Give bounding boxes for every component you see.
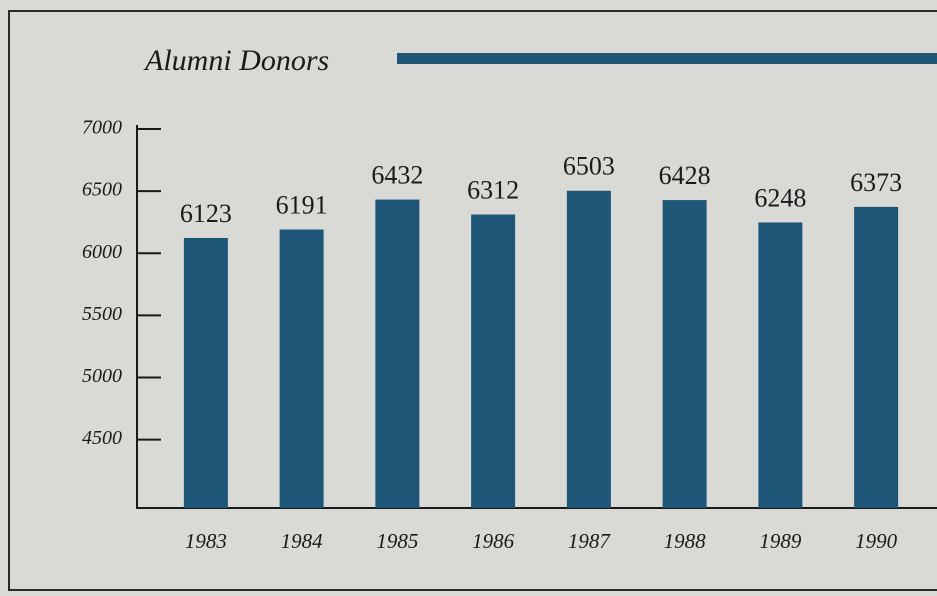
title-rule: [397, 53, 937, 64]
x-tick-label: 1989: [759, 529, 802, 553]
bar: [662, 200, 707, 508]
bar: [566, 190, 611, 508]
value-label: 6428: [659, 161, 711, 190]
bar: [183, 237, 228, 508]
x-tick-label: 1990: [855, 529, 898, 553]
value-label: 6191: [276, 190, 328, 219]
frame: [8, 10, 937, 591]
y-tick-label: 5500: [82, 303, 122, 325]
value-label: 6312: [467, 175, 519, 204]
x-tick-label: 1985: [376, 529, 418, 553]
x-tick-label: 1983: [185, 529, 227, 553]
y-tick-label: 6500: [82, 179, 122, 201]
value-label: 6373: [850, 168, 902, 197]
bar: [375, 199, 420, 508]
y-tick-label: 4500: [82, 427, 122, 449]
value-label: 6503: [563, 152, 615, 181]
x-tick-label: 1987: [568, 529, 612, 553]
bar: [279, 229, 324, 508]
y-tick-label: 7000: [82, 117, 122, 139]
value-label: 6432: [371, 161, 423, 190]
x-tick-label: 1984: [281, 529, 324, 553]
value-label: 6123: [180, 199, 232, 228]
x-tick-label: 1988: [664, 529, 707, 553]
value-label: 6248: [754, 183, 806, 212]
y-tick-label: 5000: [82, 365, 122, 387]
bar: [854, 206, 899, 508]
bar: [758, 222, 803, 508]
x-tick-label: 1986: [472, 529, 515, 553]
chart-title: Alumni Donors: [143, 44, 329, 77]
y-tick-label: 6000: [82, 241, 122, 263]
bar: [471, 214, 516, 508]
